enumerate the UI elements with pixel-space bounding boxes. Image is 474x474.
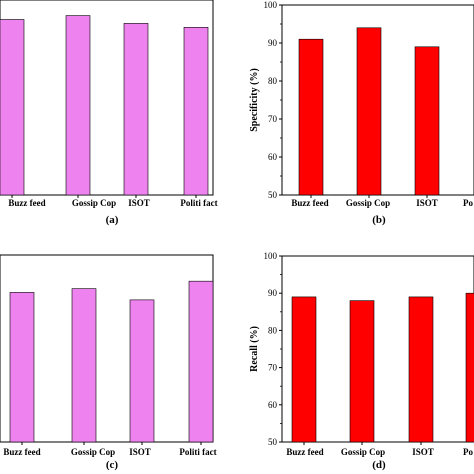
panel-c-bar-3 (129, 299, 155, 443)
panel-b-ytick-label: 50 (268, 190, 278, 200)
panel-d-bar-2 (349, 300, 375, 443)
panel-d-ytick-label: 100 (264, 251, 278, 261)
panel-b-ytick-label: 70 (268, 114, 278, 124)
panel-d-bar-4 (465, 292, 474, 443)
panel-d-bar-1 (291, 296, 317, 443)
panel-d-category-label: Gossip Cop (341, 447, 385, 457)
panel-a-category-label: Politi fact (180, 198, 217, 208)
panel-d-ytick-label: 60 (268, 400, 278, 410)
panel-c-label: (c) (106, 459, 119, 471)
panel-b-bar-1 (298, 38, 324, 196)
panel-a-bar-4 (183, 26, 209, 196)
panel-a-bar-2 (65, 15, 91, 196)
panel-a-frame (0, 0, 214, 196)
panel-b-category-label: Po (463, 198, 473, 208)
panel-b-bar-3 (414, 46, 440, 196)
panel-c-bar-1 (9, 292, 35, 443)
panel-d-category-label: Po (463, 447, 473, 457)
panel-d-ytick-label: 80 (268, 325, 278, 335)
panel-b-ylabel: Specificity (%) (249, 68, 260, 132)
panel-d-bar-3 (408, 296, 434, 443)
panel-c-bar-2 (71, 288, 97, 443)
panel-d-category-label: Buzz feed (286, 447, 323, 457)
panel-b-ytick-label: 60 (268, 152, 278, 162)
panel-d-category-label: ISOT (412, 447, 434, 457)
panel-a-category-label: Gossip Cop (72, 198, 116, 208)
panel-c-category-label: Gossip Cop (71, 447, 115, 457)
panel-b-category-label: ISOT (416, 198, 438, 208)
panel-a-label: (a) (106, 214, 119, 226)
panel-d-label: (d) (372, 459, 386, 471)
panel-c-bar-4 (188, 280, 214, 443)
panel-b-ytick-label: 90 (268, 38, 278, 48)
panel-d-ylabel: Recall (%) (249, 326, 260, 372)
panel-b-label: (b) (372, 214, 386, 226)
panel-b-bar-2 (356, 27, 382, 196)
panel-a-category-label: ISOT (128, 198, 150, 208)
panel-a-category-label: Buzz feed (8, 198, 45, 208)
panel-b-ytick-label: 100 (264, 0, 278, 10)
panel-b-category-label: Buzz feed (291, 198, 328, 208)
panel-a-bar-3 (123, 23, 149, 196)
panel-c-category-label: ISOT (129, 447, 151, 457)
panel-c-category-label: Politi fact (179, 447, 216, 457)
panel-d-ytick-label: 70 (268, 363, 278, 373)
panel-a-bar-1 (0, 19, 25, 196)
panel-d-ytick-label: 90 (268, 288, 278, 298)
panel-c-category-label: Buzz feed (3, 447, 40, 457)
panel-b-category-label: Gossip Cop (346, 198, 390, 208)
panel-b-ytick-label: 80 (268, 76, 278, 86)
panel-d-ytick-label: 50 (268, 437, 278, 447)
